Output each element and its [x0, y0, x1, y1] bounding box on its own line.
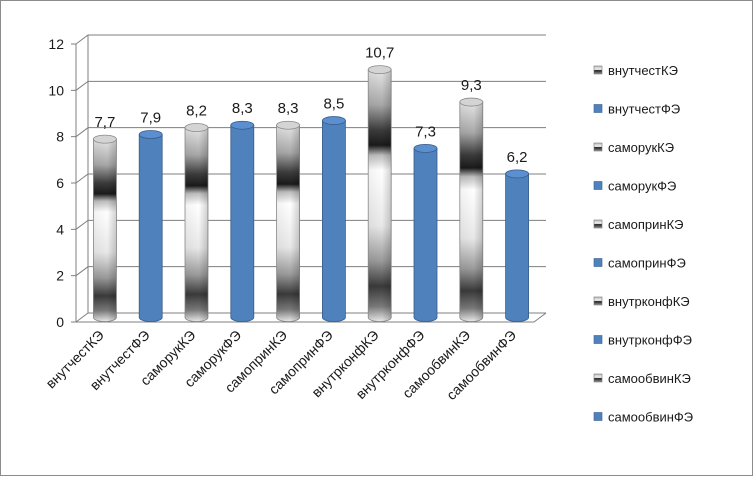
y-tick-label: 6 — [56, 175, 64, 191]
legend-swatch — [593, 65, 603, 75]
legend-swatch — [593, 412, 603, 421]
legend-swatch — [593, 335, 603, 344]
legend-swatch — [593, 142, 603, 152]
legend-label: самопринФЭ — [608, 256, 686, 271]
bar-shading — [185, 127, 208, 322]
bar-cap — [184, 123, 209, 132]
bar-shading — [459, 102, 483, 322]
legend-swatch — [593, 219, 603, 229]
legend-label: внутчестКЭ — [608, 63, 678, 78]
legend-item: самопринФЭ — [593, 256, 686, 271]
data-label: 7,3 — [415, 123, 436, 140]
y-tick-label: 4 — [56, 221, 64, 237]
data-label: 7,7 — [94, 114, 115, 131]
gridline — [75, 34, 546, 45]
bar-body — [138, 134, 163, 322]
data-label: 10,7 — [365, 45, 394, 62]
bar-body — [413, 147, 438, 322]
bar-cap — [367, 65, 392, 75]
bar-cap — [505, 169, 529, 179]
bar-shading — [368, 69, 392, 322]
bar-cap — [230, 120, 255, 130]
legend-item: внутрконфКЭ — [593, 294, 690, 309]
data-label: 8,5 — [323, 96, 344, 113]
bar — [276, 120, 301, 322]
x-axis-line — [76, 312, 547, 323]
legend-label: саморукФЭ — [608, 179, 676, 194]
bar — [459, 97, 484, 322]
bar — [367, 65, 392, 322]
bar — [413, 143, 438, 322]
data-label: 7,9 — [140, 109, 161, 126]
bar-body — [230, 124, 255, 322]
y-tick-label: 8 — [56, 129, 64, 145]
legend-swatch — [593, 181, 603, 190]
legend-swatch — [593, 258, 603, 267]
bar — [230, 120, 255, 322]
data-label: 8,3 — [278, 100, 299, 117]
legend-item: самообвинКЭ — [593, 371, 691, 386]
bar-body — [322, 120, 346, 322]
y-tick-label: 2 — [56, 268, 64, 284]
legend-swatch — [593, 104, 603, 113]
bar — [184, 123, 209, 322]
bar-shading — [93, 139, 117, 322]
bar — [505, 169, 529, 322]
data-label: 9,3 — [461, 77, 482, 94]
legend-swatch — [593, 373, 603, 383]
bar-body — [505, 173, 529, 322]
legend-label: внутчестФЭ — [608, 102, 680, 117]
bar-cap — [459, 97, 484, 107]
legend-item: саморукФЭ — [593, 179, 676, 194]
bar — [138, 130, 163, 322]
y-tick-label: 0 — [56, 314, 64, 330]
legend-item: самообвинФЭ — [593, 410, 693, 425]
legend-label: самообвинФЭ — [608, 410, 693, 425]
bar — [321, 116, 346, 322]
legend-label: внутрконфКЭ — [608, 294, 690, 309]
legend-swatch — [593, 296, 603, 306]
data-label: 6,2 — [507, 149, 528, 166]
bar-cap — [321, 116, 346, 125]
bar-shading — [276, 125, 300, 322]
legend-label: самообвинКЭ — [608, 371, 691, 386]
legend-item: саморукКЭ — [593, 140, 674, 155]
legend-label: внутрконфФЭ — [608, 333, 692, 348]
bar-cap — [93, 134, 117, 144]
legend-label: саморукКЭ — [608, 140, 674, 155]
bar — [93, 134, 117, 322]
data-label: 8,3 — [232, 100, 253, 117]
bar-cap — [413, 143, 438, 153]
legend-item: внутрконфФЭ — [593, 333, 692, 348]
y-tick-label: 12 — [48, 36, 64, 52]
legend-label: самопринКЭ — [608, 217, 684, 232]
y-tick-label: 10 — [48, 82, 64, 98]
bar-cap — [276, 120, 301, 130]
bar-cap — [138, 130, 163, 139]
data-label: 8,2 — [186, 103, 207, 120]
legend-item: внутчестКЭ — [593, 63, 678, 78]
legend-item: внутчестФЭ — [593, 102, 680, 117]
legend-item: самопринКЭ — [593, 217, 684, 232]
